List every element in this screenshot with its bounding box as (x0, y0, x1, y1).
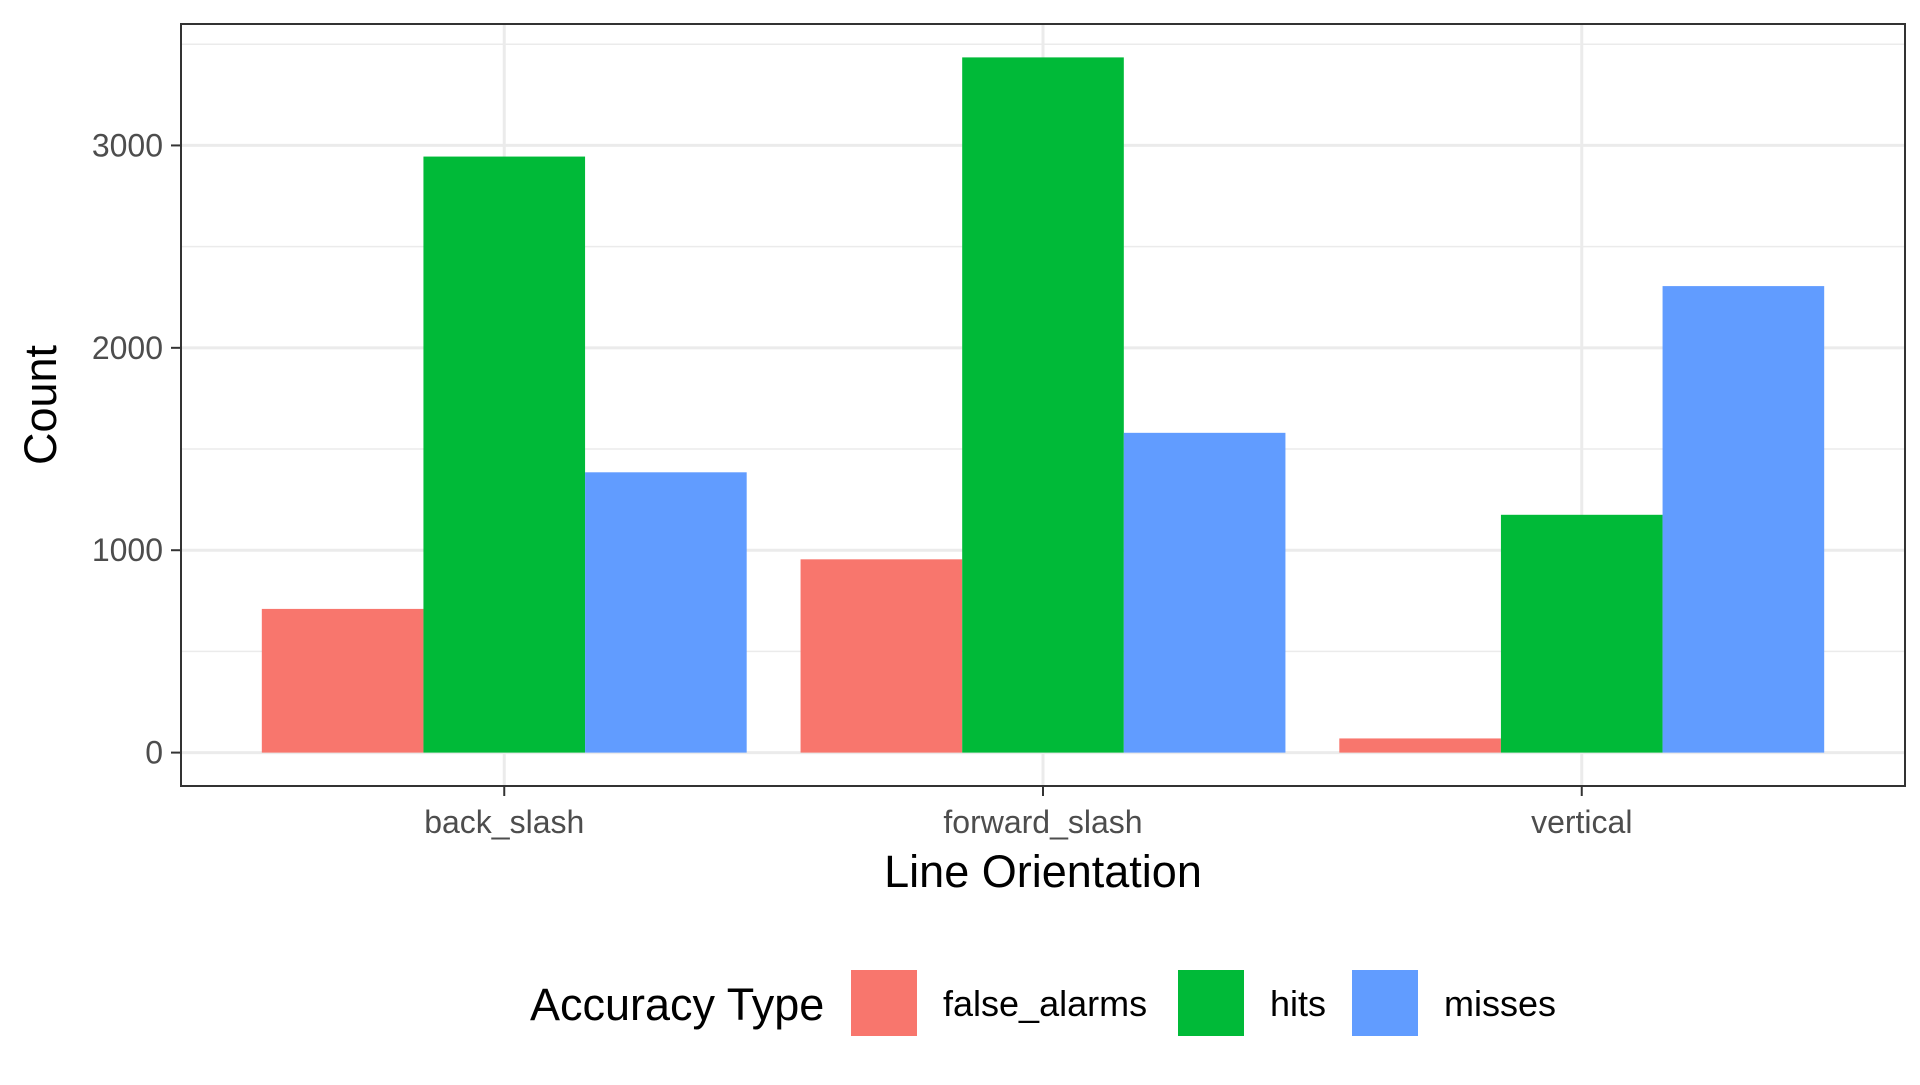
bar-false_alarms-forward_slash (800, 559, 963, 753)
bar-misses-back_slash (585, 472, 747, 753)
bar-misses-vertical (1662, 286, 1825, 753)
legend-label-hits: hits (1270, 983, 1326, 1024)
y-tick-label: 2000 (92, 330, 163, 366)
bar-false_alarms-back_slash (261, 608, 424, 753)
y-tick-label: 3000 (92, 127, 163, 163)
y-axis: 0 1000 2000 3000 (92, 127, 181, 771)
legend-label-false_alarms: false_alarms (943, 983, 1147, 1024)
y-axis-title: Count (15, 344, 66, 465)
legend-key-misses (1352, 970, 1418, 1036)
bar-false_alarms-vertical (1339, 738, 1501, 753)
legend-key-false_alarms (851, 970, 917, 1036)
legend-title: Accuracy Type (530, 979, 824, 1030)
x-tick-label: forward_slash (943, 804, 1142, 840)
x-axis: back_slash forward_slash vertical (424, 786, 1632, 840)
bar-hits-forward_slash (962, 57, 1124, 753)
x-axis-title: Line Orientation (884, 846, 1202, 897)
x-tick-label: back_slash (424, 804, 584, 840)
x-tick-label: vertical (1531, 804, 1632, 840)
bars (261, 57, 1825, 753)
legend-label-misses: misses (1444, 983, 1556, 1024)
legend: Accuracy Type false_alarms hits misses (530, 970, 1556, 1036)
legend-items: false_alarms hits misses (851, 970, 1556, 1036)
y-tick-label: 0 (145, 735, 163, 771)
bar-misses-forward_slash (1123, 432, 1286, 753)
legend-key-hits (1178, 970, 1244, 1036)
bar-hits-back_slash (423, 156, 586, 753)
bar-hits-vertical (1500, 514, 1663, 753)
y-tick-label: 1000 (92, 532, 163, 568)
